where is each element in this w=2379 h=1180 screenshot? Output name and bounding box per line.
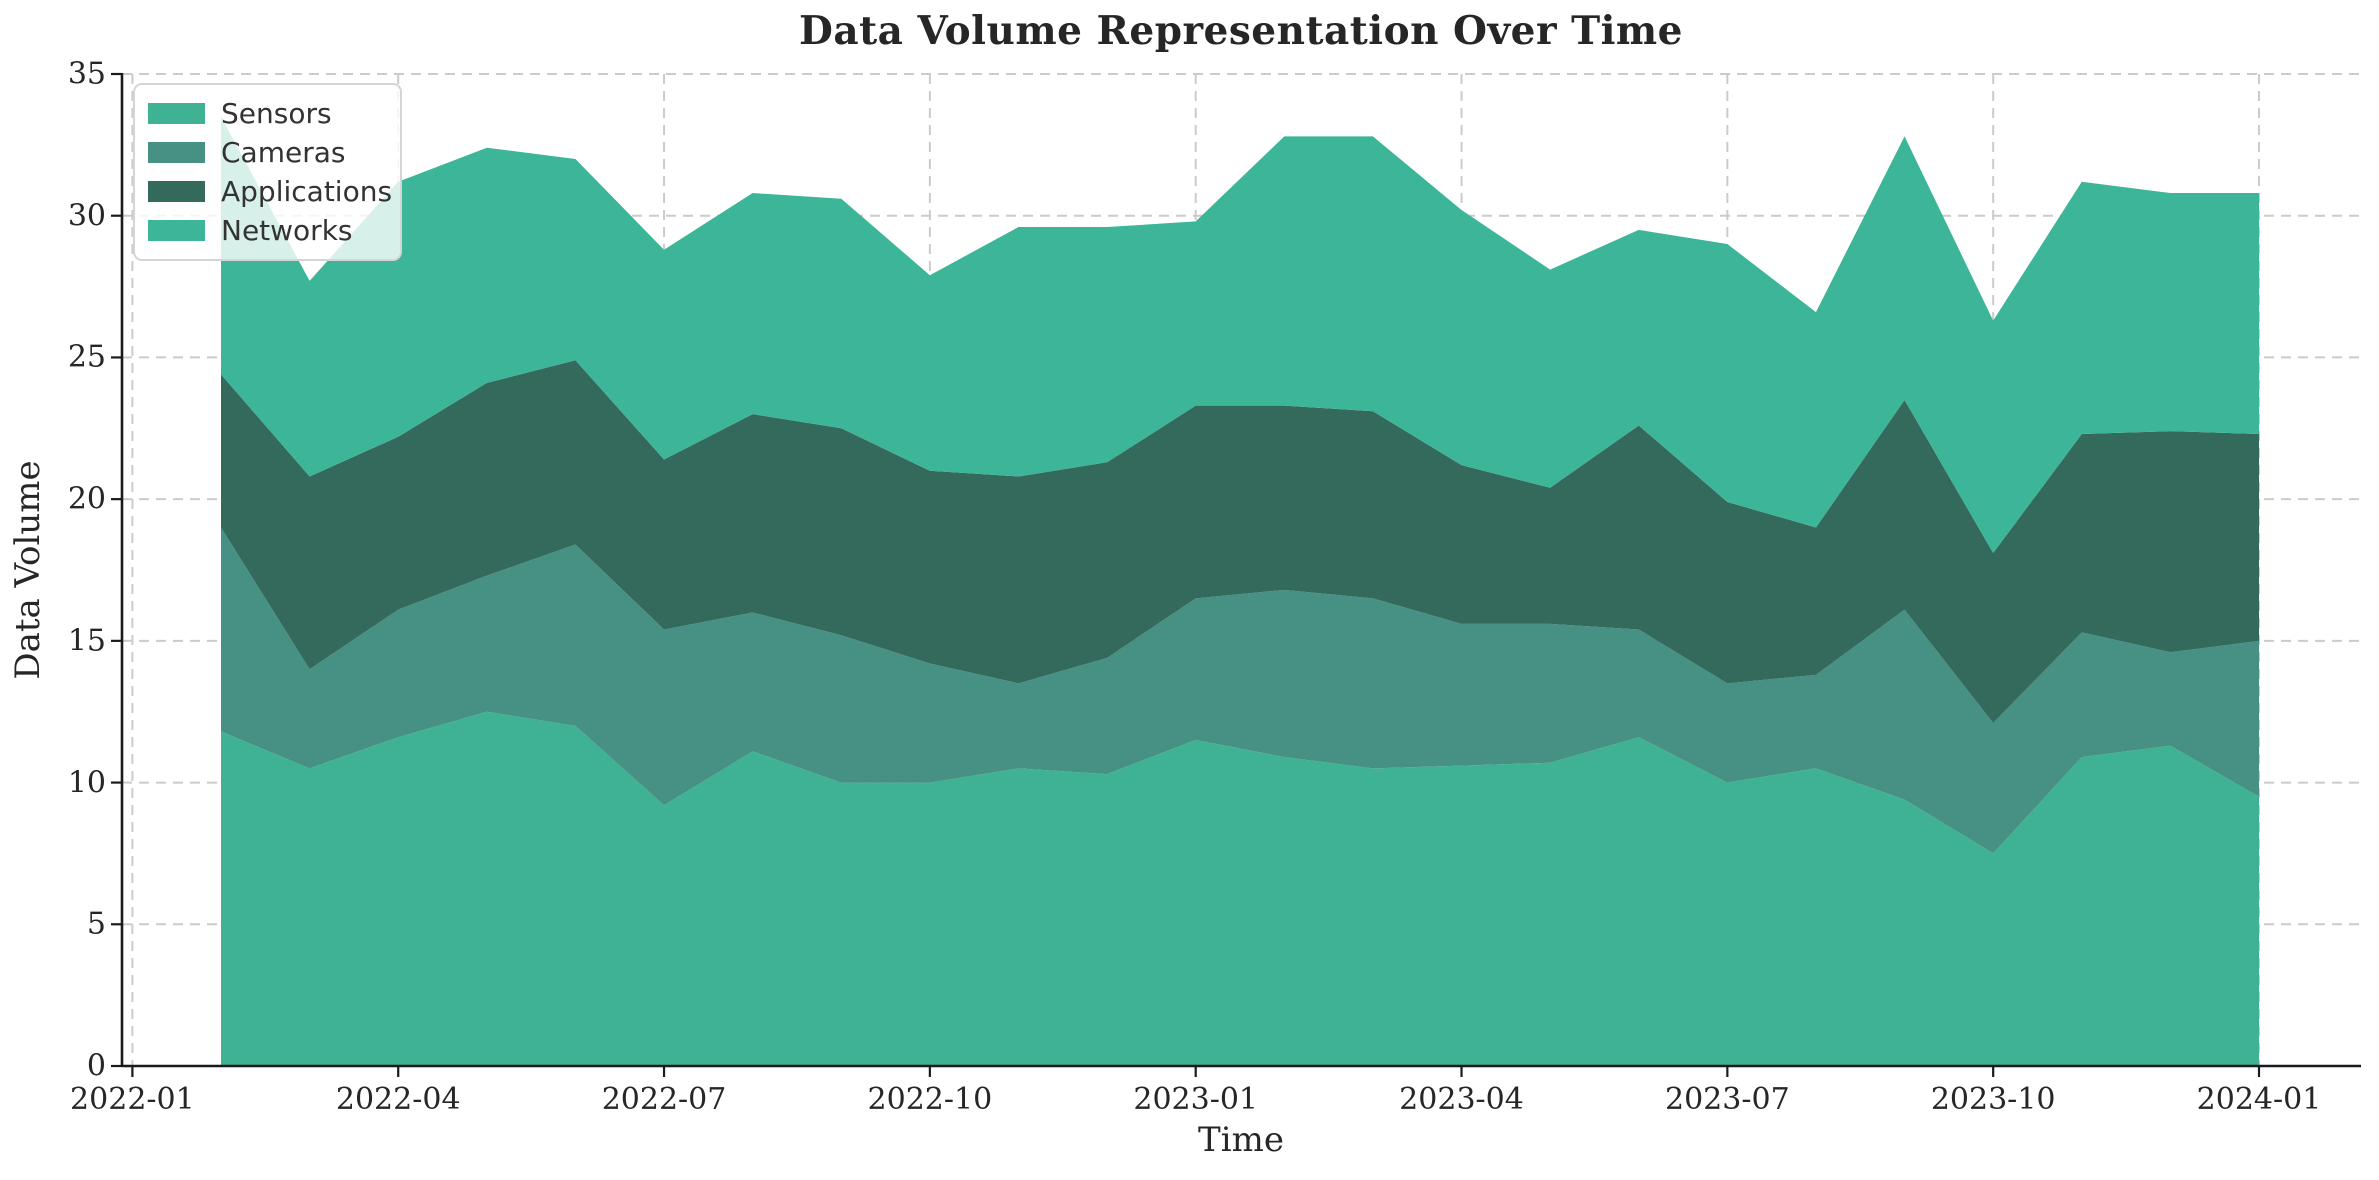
area-band-applications — [221, 360, 2259, 724]
x-tick-label: 2022-01 — [70, 1082, 195, 1117]
y-tick-label: 10 — [67, 765, 106, 801]
x-tick-label: 2022-07 — [601, 1082, 727, 1117]
x-tick-label: 2024-01 — [2196, 1082, 2322, 1117]
x-tick-label: 2023-07 — [1665, 1082, 1790, 1117]
y-tick-label: 35 — [67, 56, 106, 92]
legend: Sensors Cameras Applications Networks — [133, 83, 402, 261]
legend-item-applications: Applications — [148, 172, 393, 211]
y-axis-label: Data Volume — [8, 460, 48, 680]
area-band-networks — [221, 116, 2259, 553]
chart-title: Data Volume Representation Over Time — [799, 8, 1683, 54]
legend-swatch-applications-icon — [148, 181, 205, 202]
legend-swatch-sensors-icon — [148, 103, 205, 124]
y-tick-label: 15 — [67, 623, 106, 659]
x-tick-label: 2023-01 — [1133, 1082, 1259, 1117]
legend-label-sensors: Sensors — [221, 97, 332, 130]
x-tick-label: 2022-04 — [335, 1082, 461, 1117]
y-tick-label: 5 — [86, 906, 106, 942]
y-tick-label: 30 — [67, 198, 106, 234]
x-tick-label: 2023-10 — [1930, 1082, 2056, 1117]
x-tick-label: 2022-10 — [867, 1082, 993, 1117]
legend-item-sensors: Sensors — [148, 94, 390, 133]
legend-label-cameras: Cameras — [221, 136, 346, 169]
x-tick-label: 2023-04 — [1399, 1082, 1524, 1117]
legend-item-cameras: Cameras — [148, 133, 390, 172]
x-axis-label: Time — [1198, 1120, 1284, 1160]
legend-swatch-networks-icon — [148, 220, 205, 241]
legend-label-networks: Networks — [221, 214, 353, 247]
area-band-cameras — [221, 527, 2259, 854]
area-band-sensors — [221, 711, 2259, 1066]
legend-item-networks: Networks — [148, 211, 390, 250]
legend-label-applications: Applications — [221, 175, 393, 208]
legend-swatch-cameras-icon — [148, 142, 205, 163]
y-tick-label: 0 — [86, 1048, 106, 1084]
y-tick-label: 25 — [67, 339, 106, 375]
y-tick-label: 20 — [67, 481, 106, 517]
